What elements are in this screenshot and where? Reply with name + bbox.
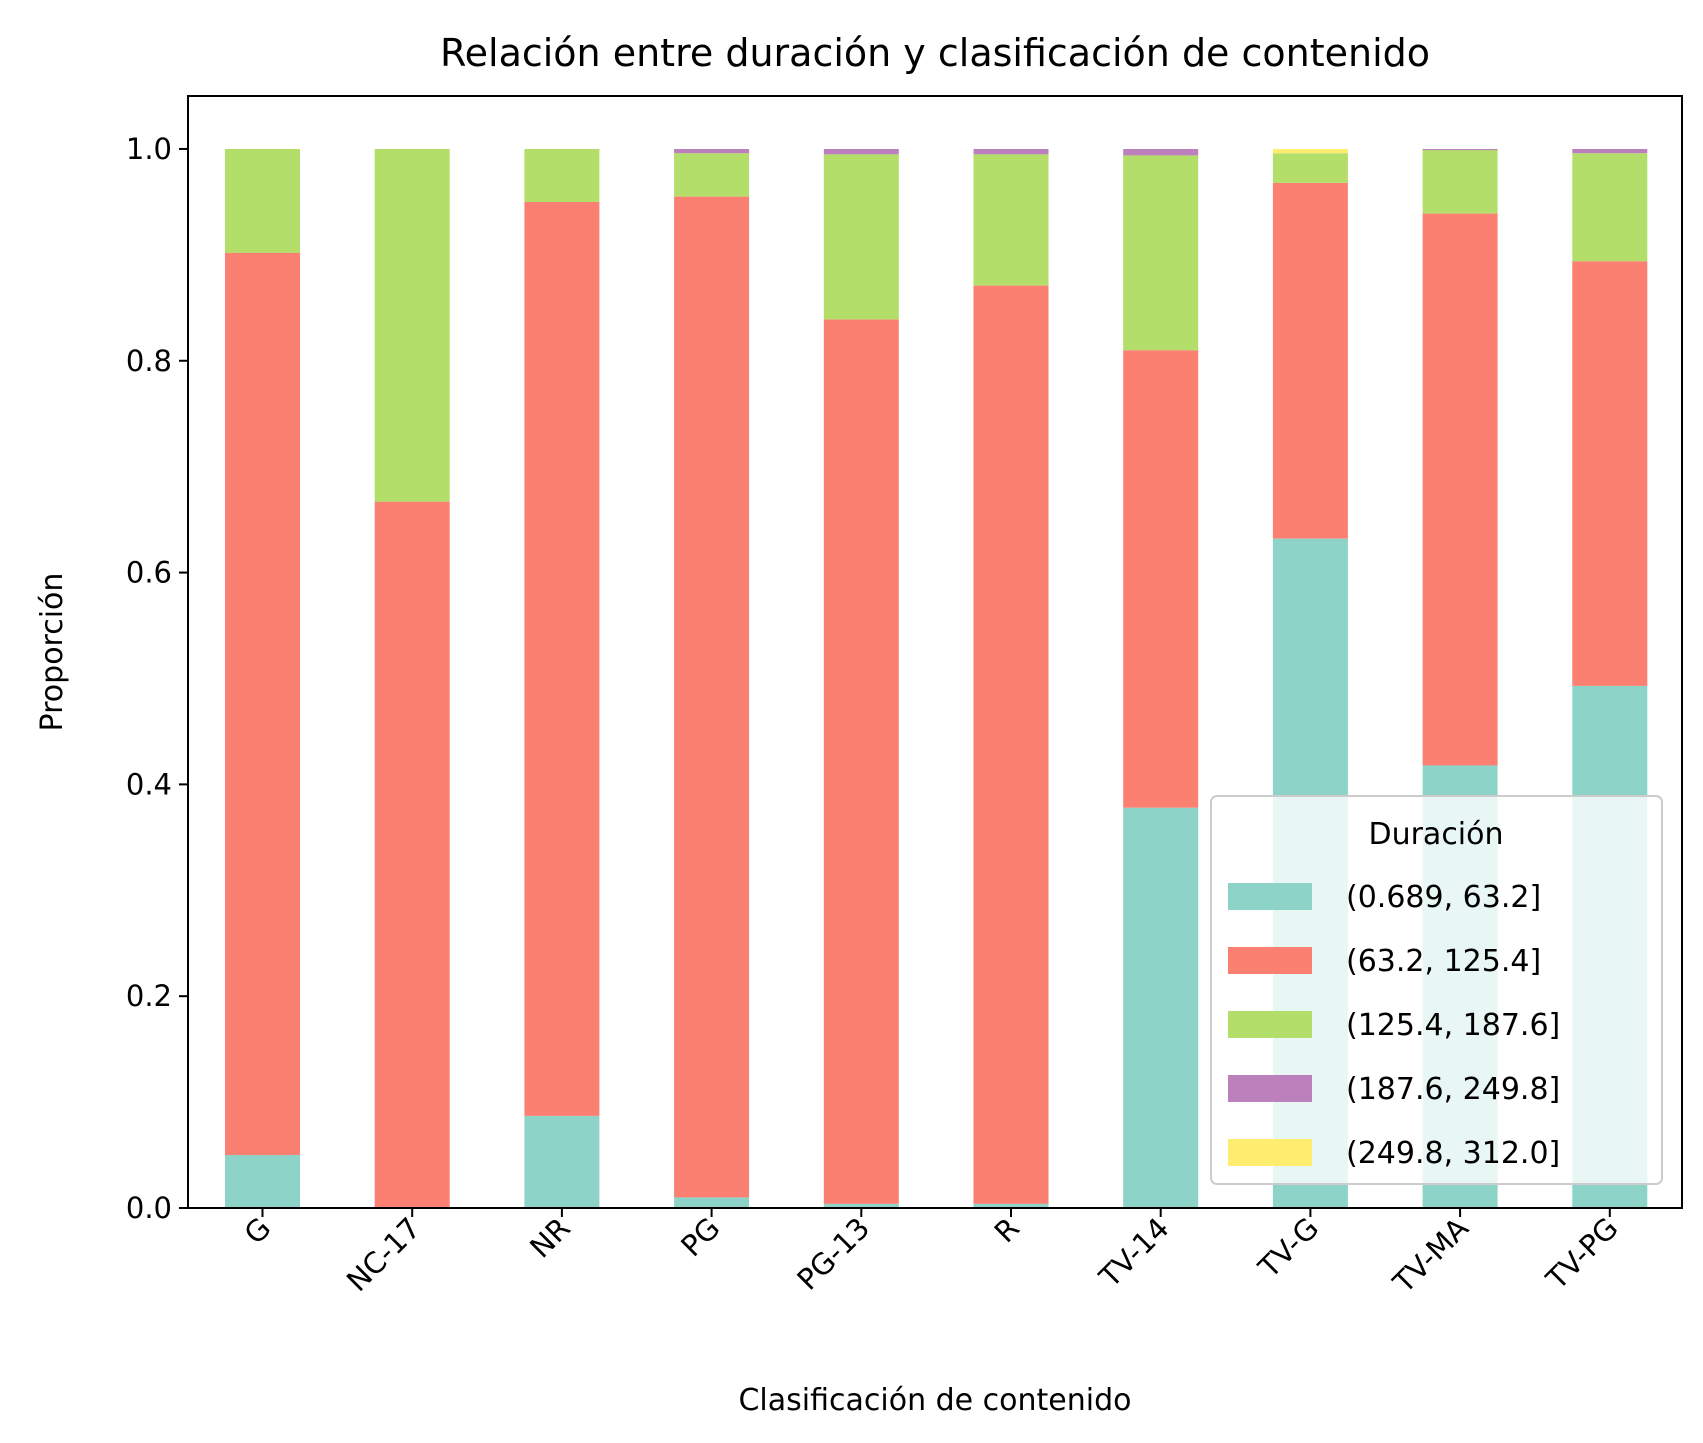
legend-swatch-3 <box>1228 1075 1312 1102</box>
legend: Duración (0.689, 63.2] (63.2, 125.4] (125.4… <box>1210 795 1663 1185</box>
bar-pg-series-1 <box>674 196 750 1198</box>
legend-label-3: (187.6, 249.8] <box>1346 1072 1560 1107</box>
bars-group <box>225 149 1648 1209</box>
bar-tv-pg-series-3 <box>1572 149 1648 154</box>
y-axis: 0.0 0.2 0.4 0.6 0.8 1.0 <box>126 132 188 1225</box>
y-tick-label: 0.6 <box>126 556 172 590</box>
bar-g-series-2 <box>225 149 300 253</box>
bar-pg-13-series-2 <box>823 154 899 320</box>
bar-tv-14-series-0 <box>1123 807 1199 1208</box>
bar-nc-17-series-1 <box>374 501 450 1209</box>
y-tick-label: 0.0 <box>126 1191 172 1225</box>
legend-box <box>1210 795 1663 1185</box>
bar-nc-17-series-2 <box>374 149 450 502</box>
x-axis-label: Clasificación de contenido <box>738 1383 1131 1418</box>
bar-r-series-2 <box>973 154 1049 286</box>
bar-nr-series-2 <box>524 149 600 202</box>
chart-title: Relación entre duración y clasificación … <box>440 31 1430 75</box>
bar-tv-14-series-1 <box>1123 350 1199 808</box>
bar-g-series-1 <box>225 252 300 1155</box>
legend-swatch-2 <box>1228 1011 1312 1038</box>
y-axis-label: Proporción <box>35 573 70 732</box>
bar-tv-pg-series-2 <box>1572 153 1648 262</box>
bar-pg-13-series-1 <box>823 319 899 1204</box>
bar-pg-13-series-0 <box>823 1203 899 1208</box>
legend-swatch-4 <box>1228 1139 1312 1166</box>
bar-pg-13-series-3 <box>823 149 899 155</box>
plot-frame <box>187 95 1683 1209</box>
y-tick-label: 1.0 <box>126 132 172 166</box>
bar-r-series-0 <box>973 1203 1049 1208</box>
bar-tv-14-series-3 <box>1123 149 1199 156</box>
legend-label-4: (249.8, 312.0] <box>1346 1136 1560 1171</box>
y-tick-label: 0.2 <box>126 979 172 1013</box>
legend-label-0: (0.689, 63.2] <box>1346 880 1541 915</box>
legend-label-1: (63.2, 125.4] <box>1346 944 1541 979</box>
legend-label-2: (125.4, 187.6] <box>1346 1008 1560 1043</box>
bar-pg-series-2 <box>674 153 750 197</box>
bar-tv-g-series-4 <box>1272 149 1348 154</box>
bar-tv-g-series-2 <box>1272 153 1348 183</box>
bar-tv-ma-series-1 <box>1422 213 1498 766</box>
bar-tv-pg-series-1 <box>1572 261 1648 686</box>
legend-title: Duración <box>1368 817 1503 852</box>
bar-nr-series-1 <box>524 201 600 1116</box>
bar-r-series-3 <box>973 149 1049 155</box>
bar-tv-g-series-1 <box>1272 182 1348 539</box>
y-tick-label: 0.8 <box>126 344 172 378</box>
legend-swatch-1 <box>1228 947 1312 974</box>
bar-nr-series-0 <box>524 1115 600 1208</box>
bar-tv-ma-series-3 <box>1422 149 1498 151</box>
y-tick-label: 0.4 <box>126 767 172 801</box>
legend-swatch-0 <box>1228 883 1312 910</box>
bar-g-series-0 <box>225 1155 300 1208</box>
bar-pg-series-3 <box>674 149 750 154</box>
bar-tv-ma-series-2 <box>1422 150 1498 214</box>
bar-r-series-1 <box>973 285 1049 1204</box>
bar-pg-series-0 <box>674 1197 750 1208</box>
bar-tv-14-series-2 <box>1123 155 1199 351</box>
